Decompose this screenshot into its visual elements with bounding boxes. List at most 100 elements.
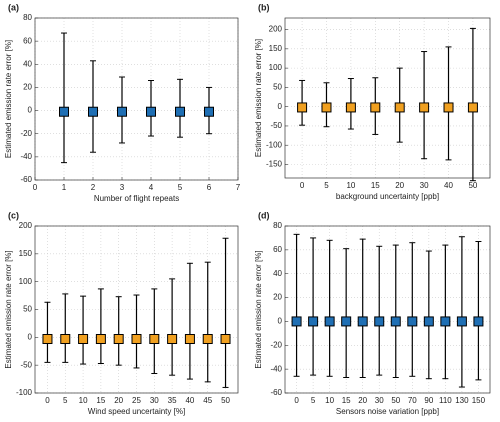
marker: [175, 106, 185, 117]
marker: [60, 334, 71, 345]
x-tick-label: 10: [79, 396, 88, 405]
x-tick-label: 5: [178, 183, 183, 192]
x-tick-label: 1: [62, 183, 67, 192]
x-axis-label: Wind speed uncertainty [%]: [88, 407, 185, 416]
x-tick-label: 0: [33, 183, 38, 192]
marker: [184, 334, 195, 345]
y-tick-label: 150: [269, 44, 283, 53]
marker: [95, 334, 106, 345]
marker: [443, 102, 454, 113]
x-tick-label: 3: [120, 183, 125, 192]
marker: [117, 106, 127, 117]
x-tick-label: 30: [420, 181, 429, 190]
x-tick-label: 130: [455, 396, 469, 405]
x-tick-label: 90: [424, 396, 433, 405]
marker: [423, 316, 434, 327]
x-tick-label: 20: [395, 181, 404, 190]
x-tick-label: 70: [408, 396, 417, 405]
x-tick-label: 110: [439, 396, 452, 405]
x-tick-label: 30: [375, 396, 384, 405]
marker: [167, 334, 178, 345]
marker: [394, 102, 405, 113]
y-tick-label: -20: [20, 129, 32, 138]
y-tick-label: 0: [278, 102, 283, 111]
x-axis-label: Sensors noise variation [ppb]: [336, 407, 439, 416]
plot-frame: [284, 225, 491, 394]
marker: [202, 334, 213, 345]
x-tick-label: 40: [185, 396, 194, 405]
panel-label: (c): [8, 210, 19, 220]
y-axis-label: Estimated emission rate error [%]: [4, 250, 13, 368]
marker: [131, 334, 142, 345]
y-tick-label: 150: [19, 249, 33, 258]
y-tick-label: 0: [278, 317, 283, 326]
marker: [324, 316, 335, 327]
marker: [113, 334, 124, 345]
y-tick-label: 100: [269, 63, 283, 72]
plot-frame: [34, 17, 239, 181]
plot-frame: [284, 17, 491, 179]
x-tick-label: 5: [311, 396, 316, 405]
y-tick-label: -40: [270, 364, 282, 373]
x-tick-label: 0: [300, 181, 305, 190]
x-tick-label: 25: [132, 396, 141, 405]
y-tick-label: 0: [28, 332, 33, 341]
marker: [407, 316, 418, 327]
x-tick-label: 40: [444, 181, 453, 190]
x-tick-label: 0: [45, 396, 50, 405]
panel-label: (d): [258, 210, 270, 220]
y-tick-label: -100: [266, 140, 283, 149]
x-tick-label: 5: [324, 181, 329, 190]
y-tick-label: 200: [269, 25, 283, 34]
x-tick-label: 20: [114, 396, 123, 405]
y-tick-label: -100: [16, 388, 33, 397]
marker: [467, 102, 478, 113]
y-tick-label: 20: [273, 293, 282, 302]
marker: [374, 316, 385, 327]
y-tick-label: -40: [20, 152, 32, 161]
y-tick-label: 80: [23, 13, 32, 22]
y-tick-label: 200: [19, 221, 33, 230]
x-tick-label: 150: [472, 396, 486, 405]
y-tick-label: -50: [270, 121, 282, 130]
marker: [204, 106, 214, 117]
marker: [440, 316, 451, 327]
marker: [59, 106, 69, 117]
y-tick-label: 0: [28, 106, 33, 115]
plot-area: [35, 18, 238, 180]
y-axis-label: Estimated emission rate error [%]: [254, 250, 263, 368]
y-tick-label: 20: [23, 83, 32, 92]
marker: [291, 316, 302, 327]
marker: [456, 316, 467, 327]
marker: [308, 316, 319, 327]
y-tick-label: -60: [270, 388, 282, 397]
y-axis-label: Estimated emission rate error [%]: [4, 40, 13, 158]
x-tick-label: 0: [294, 396, 299, 405]
y-tick-label: 80: [273, 221, 282, 230]
y-tick-label: -60: [20, 175, 32, 184]
marker: [370, 102, 381, 113]
plot-area: [285, 226, 490, 393]
x-tick-label: 50: [468, 181, 477, 190]
marker: [149, 334, 160, 345]
x-tick-label: 15: [96, 396, 105, 405]
marker: [357, 316, 368, 327]
marker: [390, 316, 401, 327]
x-tick-label: 10: [346, 181, 355, 190]
x-axis-label: Number of flight repeats: [94, 194, 179, 203]
marker: [42, 334, 53, 345]
x-tick-label: 6: [207, 183, 212, 192]
marker: [297, 102, 308, 113]
y-tick-label: 100: [19, 277, 33, 286]
y-tick-label: -50: [20, 360, 32, 369]
x-tick-label: 50: [221, 396, 230, 405]
plot-area: [285, 18, 490, 178]
panel-label: (a): [8, 2, 19, 12]
marker: [419, 102, 430, 113]
marker: [88, 106, 98, 117]
plot-frame: [34, 225, 239, 394]
y-tick-label: 50: [23, 305, 32, 314]
marker: [220, 334, 231, 345]
y-tick-label: -150: [266, 160, 283, 169]
